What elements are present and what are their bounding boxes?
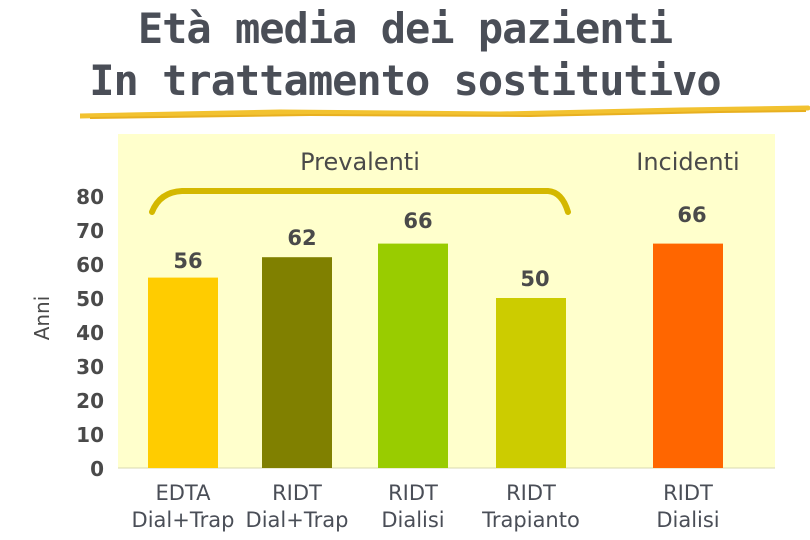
x-tick-label-line-1: RIDT bbox=[506, 481, 556, 505]
data-label: 56 bbox=[173, 249, 202, 273]
x-tick-label-line-2: Trapianto bbox=[481, 508, 580, 532]
x-tick-label-line-2: Dialisi bbox=[656, 508, 719, 532]
x-tick-label-line-1: RIDT bbox=[663, 481, 713, 505]
y-tick-label: 80 bbox=[76, 185, 104, 209]
y-tick-label: 70 bbox=[76, 219, 104, 243]
data-label: 62 bbox=[287, 226, 316, 250]
x-tick-label-line-1: RIDT bbox=[272, 481, 322, 505]
y-tick-label: 50 bbox=[76, 287, 104, 311]
data-label: 66 bbox=[403, 209, 432, 233]
data-label: 50 bbox=[520, 267, 549, 291]
x-tick-label-line-1: RIDT bbox=[388, 481, 438, 505]
chart-title-line-2: In trattamento sostitutivo bbox=[89, 56, 721, 105]
data-label: 66 bbox=[677, 203, 706, 227]
x-tick-label-line-1: EDTA bbox=[155, 481, 211, 505]
y-axis-label: Anni bbox=[30, 296, 54, 341]
group-label-prevalenti: Prevalenti bbox=[300, 148, 420, 176]
y-tick-label: 40 bbox=[76, 321, 104, 345]
group-bracket bbox=[149, 188, 571, 215]
bar bbox=[378, 243, 448, 468]
y-tick-label: 0 bbox=[90, 457, 104, 481]
y-tick-label: 10 bbox=[76, 423, 104, 447]
x-tick-label-line-2: Dialisi bbox=[381, 508, 444, 532]
chart-title-line-1: Età media dei pazienti bbox=[137, 4, 673, 53]
bar bbox=[496, 298, 566, 468]
x-tick-label-line-2: Dial+Trap bbox=[246, 508, 349, 532]
bar bbox=[653, 243, 723, 468]
bar bbox=[148, 277, 218, 468]
title-underline bbox=[80, 105, 810, 119]
x-tick-label-line-2: Dial+Trap bbox=[132, 508, 235, 532]
bar bbox=[262, 257, 332, 468]
group-label-incidenti: Incidenti bbox=[636, 148, 739, 176]
y-tick-label: 30 bbox=[76, 355, 104, 379]
y-tick-label: 60 bbox=[76, 253, 104, 277]
y-tick-label: 20 bbox=[76, 389, 104, 413]
